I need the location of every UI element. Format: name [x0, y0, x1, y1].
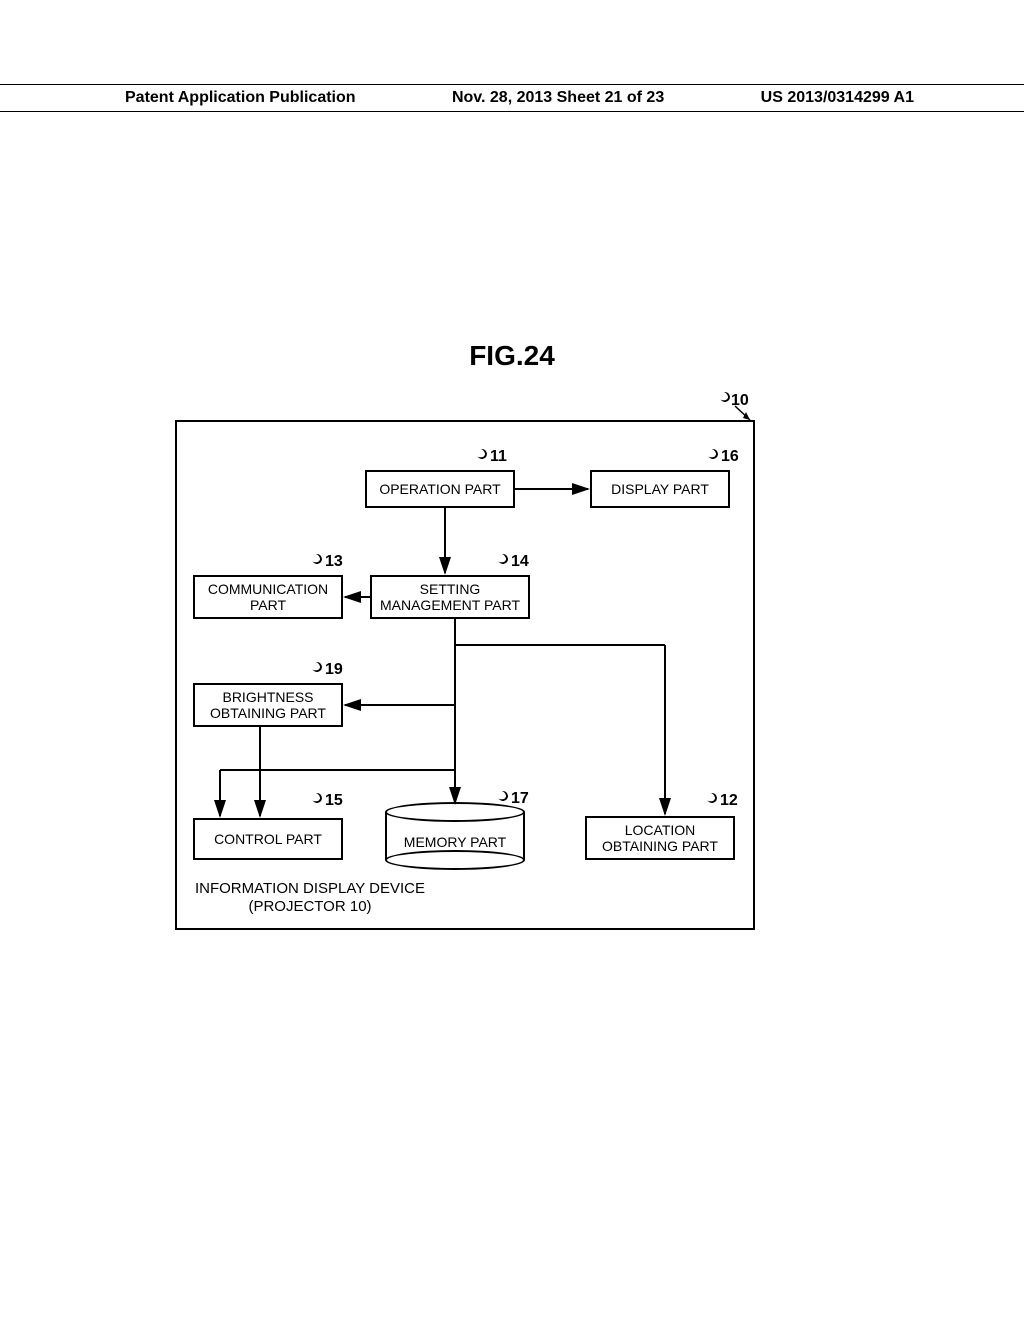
arrows — [175, 420, 755, 930]
caption-line1: INFORMATION DISPLAY DEVICE — [185, 880, 435, 898]
diagram: 10 OPERATION PART 11 DISPLAY PART 16 COM… — [175, 420, 755, 930]
page-header: Patent Application Publication Nov. 28, … — [0, 84, 1024, 112]
header-center: Nov. 28, 2013 Sheet 21 of 23 — [452, 89, 664, 107]
page: Patent Application Publication Nov. 28, … — [0, 0, 1024, 1320]
ref-outer: 10 — [731, 392, 749, 410]
caption-line2: (PROJECTOR 10) — [185, 898, 435, 916]
caption: INFORMATION DISPLAY DEVICE (PROJECTOR 10… — [185, 880, 435, 916]
hook-icon — [719, 391, 732, 404]
header-left: Patent Application Publication — [125, 89, 356, 107]
header-row: Patent Application Publication Nov. 28, … — [125, 89, 914, 107]
figure-title: FIG.24 — [0, 340, 1024, 372]
header-right: US 2013/0314299 A1 — [761, 89, 914, 107]
